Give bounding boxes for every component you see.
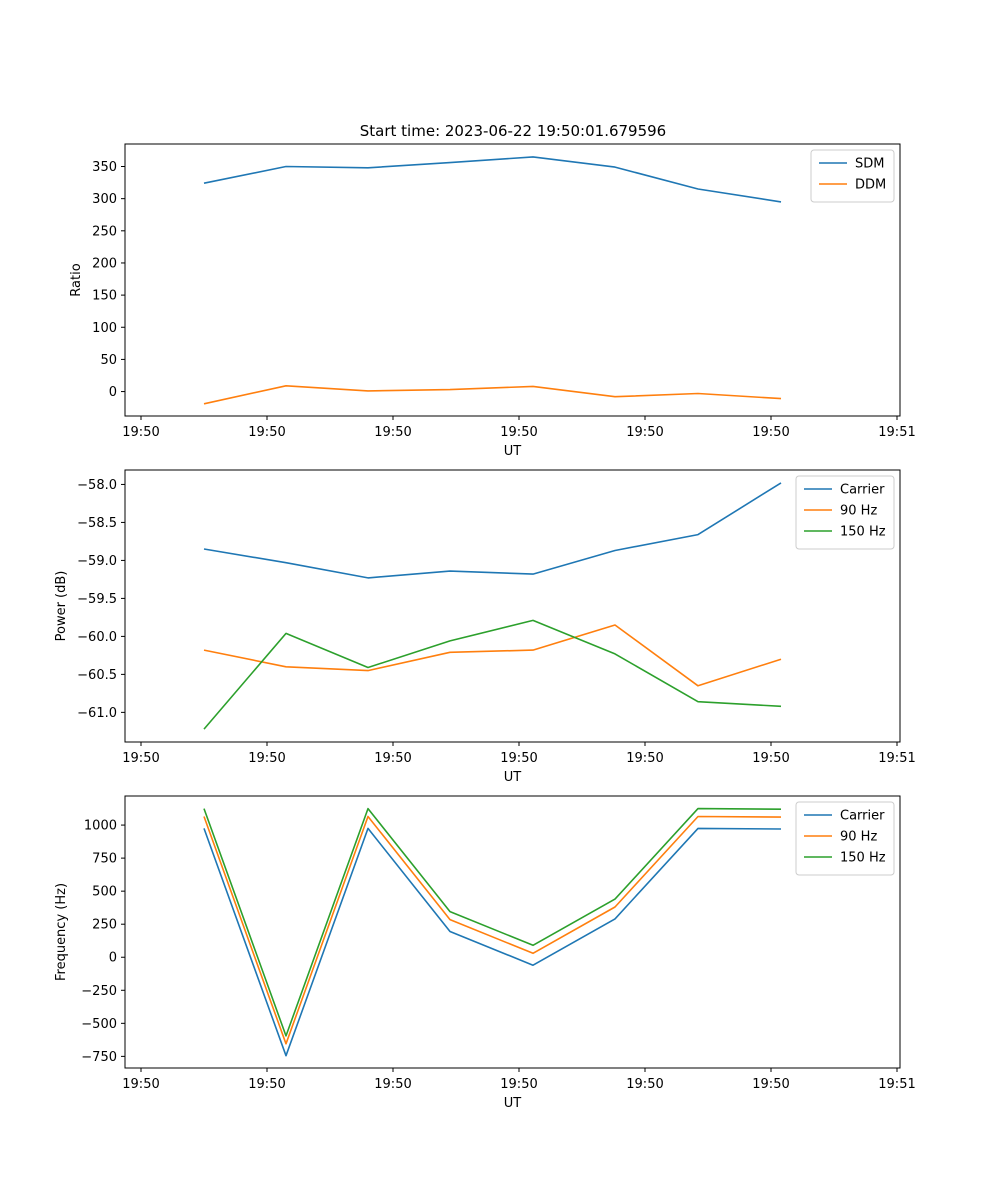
y-tick-label: 350 bbox=[92, 160, 117, 175]
legend-label: Carrier bbox=[840, 483, 885, 498]
legend: Carrier 90 Hz 150 Hz bbox=[795, 475, 895, 550]
series-line-ddm bbox=[203, 384, 782, 405]
y-tick-label: 200 bbox=[92, 256, 117, 271]
x-tick-label: 19:50 bbox=[500, 1077, 537, 1092]
y-tick-label: −500 bbox=[81, 1017, 117, 1032]
y-axis-label: Power (dB) bbox=[54, 571, 69, 642]
x-tick-label: 19:50 bbox=[626, 425, 663, 440]
x-tick-label: 19:50 bbox=[374, 751, 411, 766]
y-tick-label: −60.0 bbox=[77, 630, 117, 645]
legend-label: 150 Hz bbox=[840, 525, 886, 540]
y-axis-label: Ratio bbox=[69, 263, 84, 296]
axes-panel-2: 19:50 19:50 19:50 19:50 19:50 19:50 19:51 −61.0… bbox=[54, 469, 916, 785]
y-tick-label: −61.0 bbox=[77, 706, 117, 721]
axes-frame bbox=[124, 795, 901, 1069]
y-tick-label: 250 bbox=[92, 918, 117, 933]
x-axis-label: UT bbox=[504, 444, 522, 459]
y-tick-label: −59.5 bbox=[77, 592, 117, 607]
series-line-150-hz bbox=[203, 807, 782, 1037]
x-tick-label: 19:50 bbox=[752, 425, 789, 440]
x-tick-label: 19:50 bbox=[500, 425, 537, 440]
chart-title: Start time: 2023-06-22 19:50:01.679596 bbox=[360, 122, 666, 140]
legend-label: DDM bbox=[855, 178, 886, 193]
x-tick-label: 19:50 bbox=[122, 751, 159, 766]
y-tick-label: 0 bbox=[109, 385, 117, 400]
x-tick-label: 19:51 bbox=[878, 751, 915, 766]
y-tick-label: −750 bbox=[81, 1050, 117, 1065]
series-line-150-hz bbox=[203, 619, 782, 730]
y-axis-label: Frequency (Hz) bbox=[54, 883, 69, 981]
x-tick-label: 19:50 bbox=[248, 751, 285, 766]
y-tick-label: −58.0 bbox=[77, 478, 117, 493]
x-axis-label: UT bbox=[504, 1096, 522, 1111]
y-tick-label: 500 bbox=[92, 885, 117, 900]
y-tick-label: 750 bbox=[92, 852, 117, 867]
y-tick-label: 0 bbox=[109, 951, 117, 966]
legend-label: 150 Hz bbox=[840, 851, 886, 866]
axes-frame bbox=[124, 143, 901, 417]
series-line-90-hz bbox=[203, 815, 782, 1045]
legend-label: Carrier bbox=[840, 809, 885, 824]
legend-label: 90 Hz bbox=[840, 504, 877, 519]
legend: SDM DDM bbox=[810, 149, 895, 203]
series-line-90-hz bbox=[203, 624, 782, 687]
x-tick-label: 19:50 bbox=[626, 1077, 663, 1092]
y-tick-label: 1000 bbox=[84, 819, 117, 834]
x-tick-label: 19:50 bbox=[626, 751, 663, 766]
x-tick-label: 19:50 bbox=[122, 425, 159, 440]
legend: Carrier 90 Hz 150 Hz bbox=[795, 801, 895, 876]
x-tick-label: 19:50 bbox=[374, 1077, 411, 1092]
x-tick-label: 19:51 bbox=[878, 425, 915, 440]
series-line-carrier bbox=[203, 827, 782, 1057]
x-tick-label: 19:50 bbox=[752, 1077, 789, 1092]
y-tick-label: −58.5 bbox=[77, 516, 117, 531]
series-line-carrier bbox=[203, 482, 782, 579]
y-tick-label: −60.5 bbox=[77, 668, 117, 683]
y-tick-label: 250 bbox=[92, 224, 117, 239]
legend-label: 90 Hz bbox=[840, 830, 877, 845]
x-axis-label: UT bbox=[504, 770, 522, 785]
axes-frame bbox=[124, 469, 901, 743]
y-tick-label: 100 bbox=[92, 321, 117, 336]
y-tick-label: 150 bbox=[92, 289, 117, 304]
x-tick-label: 19:50 bbox=[374, 425, 411, 440]
legend-label: SDM bbox=[855, 157, 884, 172]
x-tick-label: 19:50 bbox=[248, 1077, 285, 1092]
y-tick-label: 300 bbox=[92, 192, 117, 207]
x-tick-label: 19:51 bbox=[878, 1077, 915, 1092]
y-tick-label: −59.0 bbox=[77, 554, 117, 569]
y-tick-label: −250 bbox=[81, 984, 117, 999]
series-line-sdm bbox=[203, 156, 782, 203]
axes-panel-3: 19:50 19:50 19:50 19:50 19:50 19:50 19:51 −750 −… bbox=[54, 795, 916, 1111]
x-tick-label: 19:50 bbox=[122, 1077, 159, 1092]
x-tick-label: 19:50 bbox=[500, 751, 537, 766]
y-tick-label: 50 bbox=[100, 353, 117, 368]
axes-panel-1: 19:50 19:50 19:50 19:50 19:50 19:50 19:51 0 50 10… bbox=[69, 143, 916, 459]
x-tick-label: 19:50 bbox=[752, 751, 789, 766]
x-tick-label: 19:50 bbox=[248, 425, 285, 440]
